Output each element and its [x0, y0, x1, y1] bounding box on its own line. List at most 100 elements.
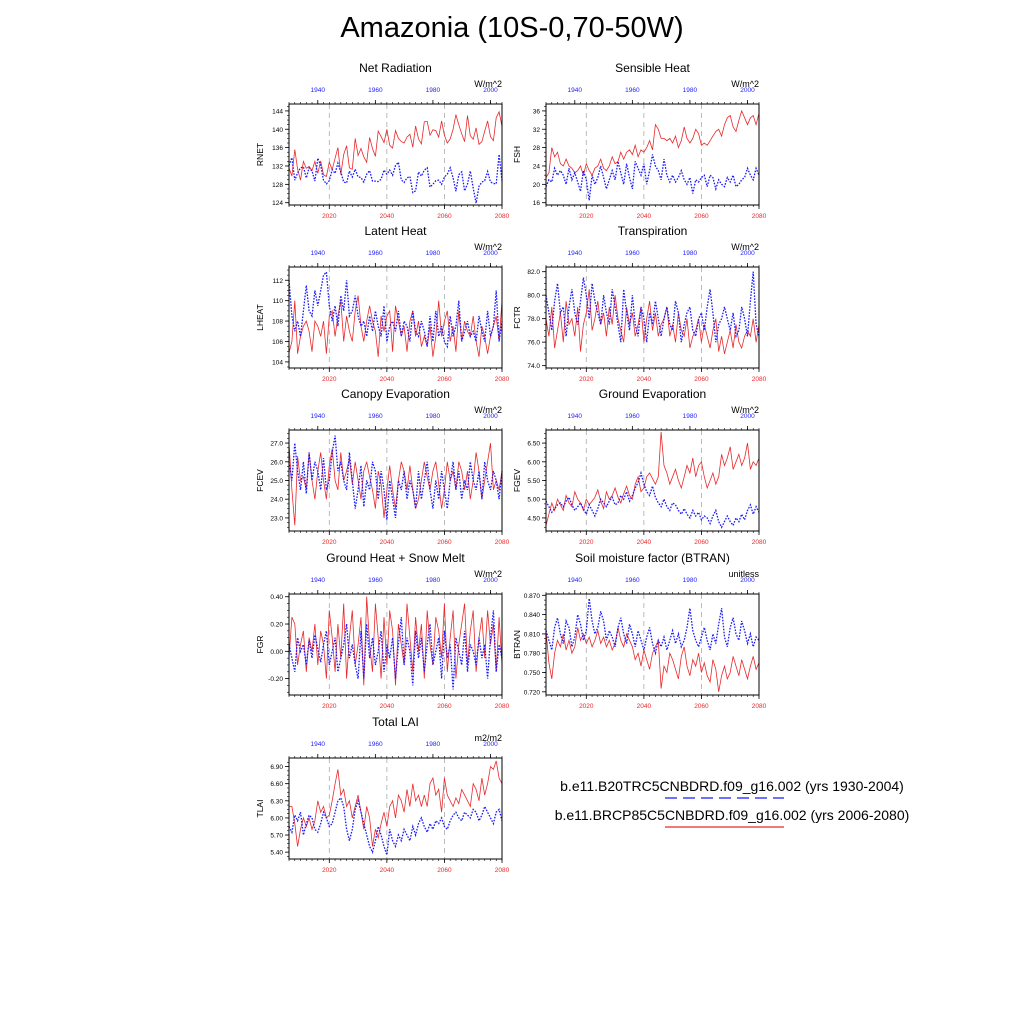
y-tick-label: 112: [273, 278, 284, 285]
x-bottom-tick-label: 2060: [437, 867, 452, 874]
x-bottom-tick-label: 2020: [322, 213, 337, 220]
x-bottom-tick-label: 2040: [380, 376, 395, 383]
y-tick-label: 6.60: [270, 781, 283, 788]
y-tick-label: 24: [533, 163, 541, 170]
historical-series-line: [288, 435, 503, 520]
historical-series-line: [545, 271, 760, 343]
x-bottom-tick-label: 2060: [694, 539, 709, 546]
x-top-tick-label: 1960: [368, 413, 383, 420]
y-tick-label: 0.750: [524, 670, 541, 677]
x-top-tick-label: 1940: [311, 413, 326, 420]
plot-frame: [545, 103, 760, 206]
legend-historical: b.e11.B20TRC5CNBDRD.f09_g16.002 (yrs 193…: [522, 778, 942, 802]
units-label: unitless: [728, 569, 759, 579]
y-tick-label: 6.50: [527, 441, 540, 448]
y-tick-label: 6.00: [270, 815, 283, 822]
y-tick-label: 128: [272, 182, 283, 189]
y-tick-label: 136: [272, 145, 283, 152]
x-top-tick-label: 1980: [426, 741, 441, 748]
future-series-line: [545, 627, 760, 692]
y-axis-label: BTRAN: [512, 630, 522, 659]
x-top-tick-label: 1940: [311, 577, 326, 584]
y-tick-label: 6.30: [270, 798, 283, 805]
chart-panel-7: Ground Heat + Snow Melt W/m^2 FGR -0.20 0.00…: [255, 551, 510, 710]
x-top-tick-label: 1980: [426, 577, 441, 584]
units-label: m2/m2: [474, 733, 502, 743]
x-top-tick-label: 1980: [426, 250, 441, 257]
x-bottom-tick-label: 2020: [322, 703, 337, 710]
y-axis-label: FGEV: [512, 469, 522, 492]
x-bottom-tick-label: 2080: [495, 867, 510, 874]
units-label: W/m^2: [474, 405, 502, 415]
x-top-tick-label: 1960: [368, 250, 383, 257]
panel-title: Canopy Evaporation: [341, 387, 450, 401]
x-bottom-tick-label: 2080: [752, 703, 767, 710]
y-tick-label: 6.00: [527, 459, 540, 466]
y-tick-label: 36: [533, 108, 541, 115]
plot-frame: [288, 103, 503, 206]
x-top-tick-label: 2000: [483, 413, 498, 420]
y-axis-label: FGR: [255, 636, 265, 654]
x-bottom-tick-label: 2040: [380, 539, 395, 546]
chart-panel-3: Latent Heat W/m^2 LHEAT 104 106 108 110 112 2020…: [255, 224, 510, 383]
y-tick-label: 20: [533, 182, 541, 189]
x-bottom-tick-label: 2060: [694, 703, 709, 710]
x-top-tick-label: 1980: [683, 577, 698, 584]
chart-panel-1: Net Radiation W/m^2 RNET 124 128 132 136 140 144…: [255, 61, 510, 220]
plot-frame: [288, 266, 503, 369]
x-bottom-tick-label: 2040: [380, 867, 395, 874]
y-tick-label: 32: [533, 127, 541, 134]
x-bottom-tick-label: 2040: [380, 703, 395, 710]
y-axis-label: LHEAT: [255, 304, 265, 331]
legend-historical-swatch: [665, 797, 784, 799]
x-bottom-tick-label: 2080: [495, 376, 510, 383]
x-bottom-tick-label: 2020: [579, 703, 594, 710]
y-tick-label: 6.90: [270, 764, 283, 771]
future-series-line: [545, 289, 760, 354]
y-tick-label: 5.40: [270, 850, 283, 857]
y-tick-label: 16: [533, 200, 541, 207]
historical-series-line: [545, 598, 760, 656]
x-bottom-tick-label: 2060: [694, 376, 709, 383]
panel-title: Soil moisture factor (BTRAN): [575, 551, 730, 565]
x-top-tick-label: 1980: [683, 250, 698, 257]
y-tick-label: 28: [533, 145, 541, 152]
x-top-tick-label: 2000: [483, 87, 498, 94]
units-label: W/m^2: [731, 79, 759, 89]
x-bottom-tick-label: 2060: [437, 703, 452, 710]
units-label: W/m^2: [474, 242, 502, 252]
x-bottom-tick-label: 2020: [322, 376, 337, 383]
y-tick-label: 0.780: [524, 651, 541, 658]
x-top-tick-label: 1960: [368, 87, 383, 94]
x-top-tick-label: 1940: [568, 413, 583, 420]
y-tick-label: 110: [273, 298, 284, 305]
y-tick-label: 0.00: [270, 649, 283, 656]
x-bottom-tick-label: 2020: [579, 213, 594, 220]
x-bottom-tick-label: 2060: [437, 213, 452, 220]
x-top-tick-label: 1940: [311, 87, 326, 94]
y-tick-label: 132: [272, 163, 283, 170]
y-tick-label: 26.0: [270, 459, 283, 466]
y-tick-label: 144: [272, 108, 283, 115]
panel-title: Transpiration: [618, 224, 688, 238]
units-label: W/m^2: [731, 242, 759, 252]
historical-series-line: [545, 470, 760, 529]
y-tick-label: 108: [272, 319, 283, 326]
x-bottom-tick-label: 2020: [322, 539, 337, 546]
x-bottom-tick-label: 2040: [637, 376, 652, 383]
x-top-tick-label: 1960: [625, 577, 640, 584]
x-top-tick-label: 1940: [568, 577, 583, 584]
y-tick-label: 0.810: [524, 631, 541, 638]
x-top-tick-label: 2000: [740, 250, 755, 257]
historical-series-line: [545, 154, 760, 201]
y-tick-label: 0.840: [524, 612, 541, 619]
units-label: W/m^2: [731, 405, 759, 415]
x-bottom-tick-label: 2040: [637, 539, 652, 546]
chart-panel-6: Ground Evaporation W/m^2 FGEV 4.50 5.00 5.50 6…: [512, 387, 767, 546]
y-tick-label: 124: [272, 200, 283, 207]
x-top-tick-label: 1940: [311, 741, 326, 748]
chart-panel-2: Sensible Heat W/m^2 FSH 16 20 24 28 32 36 2020 204…: [512, 61, 767, 220]
panel-title: Ground Heat + Snow Melt: [326, 551, 465, 565]
